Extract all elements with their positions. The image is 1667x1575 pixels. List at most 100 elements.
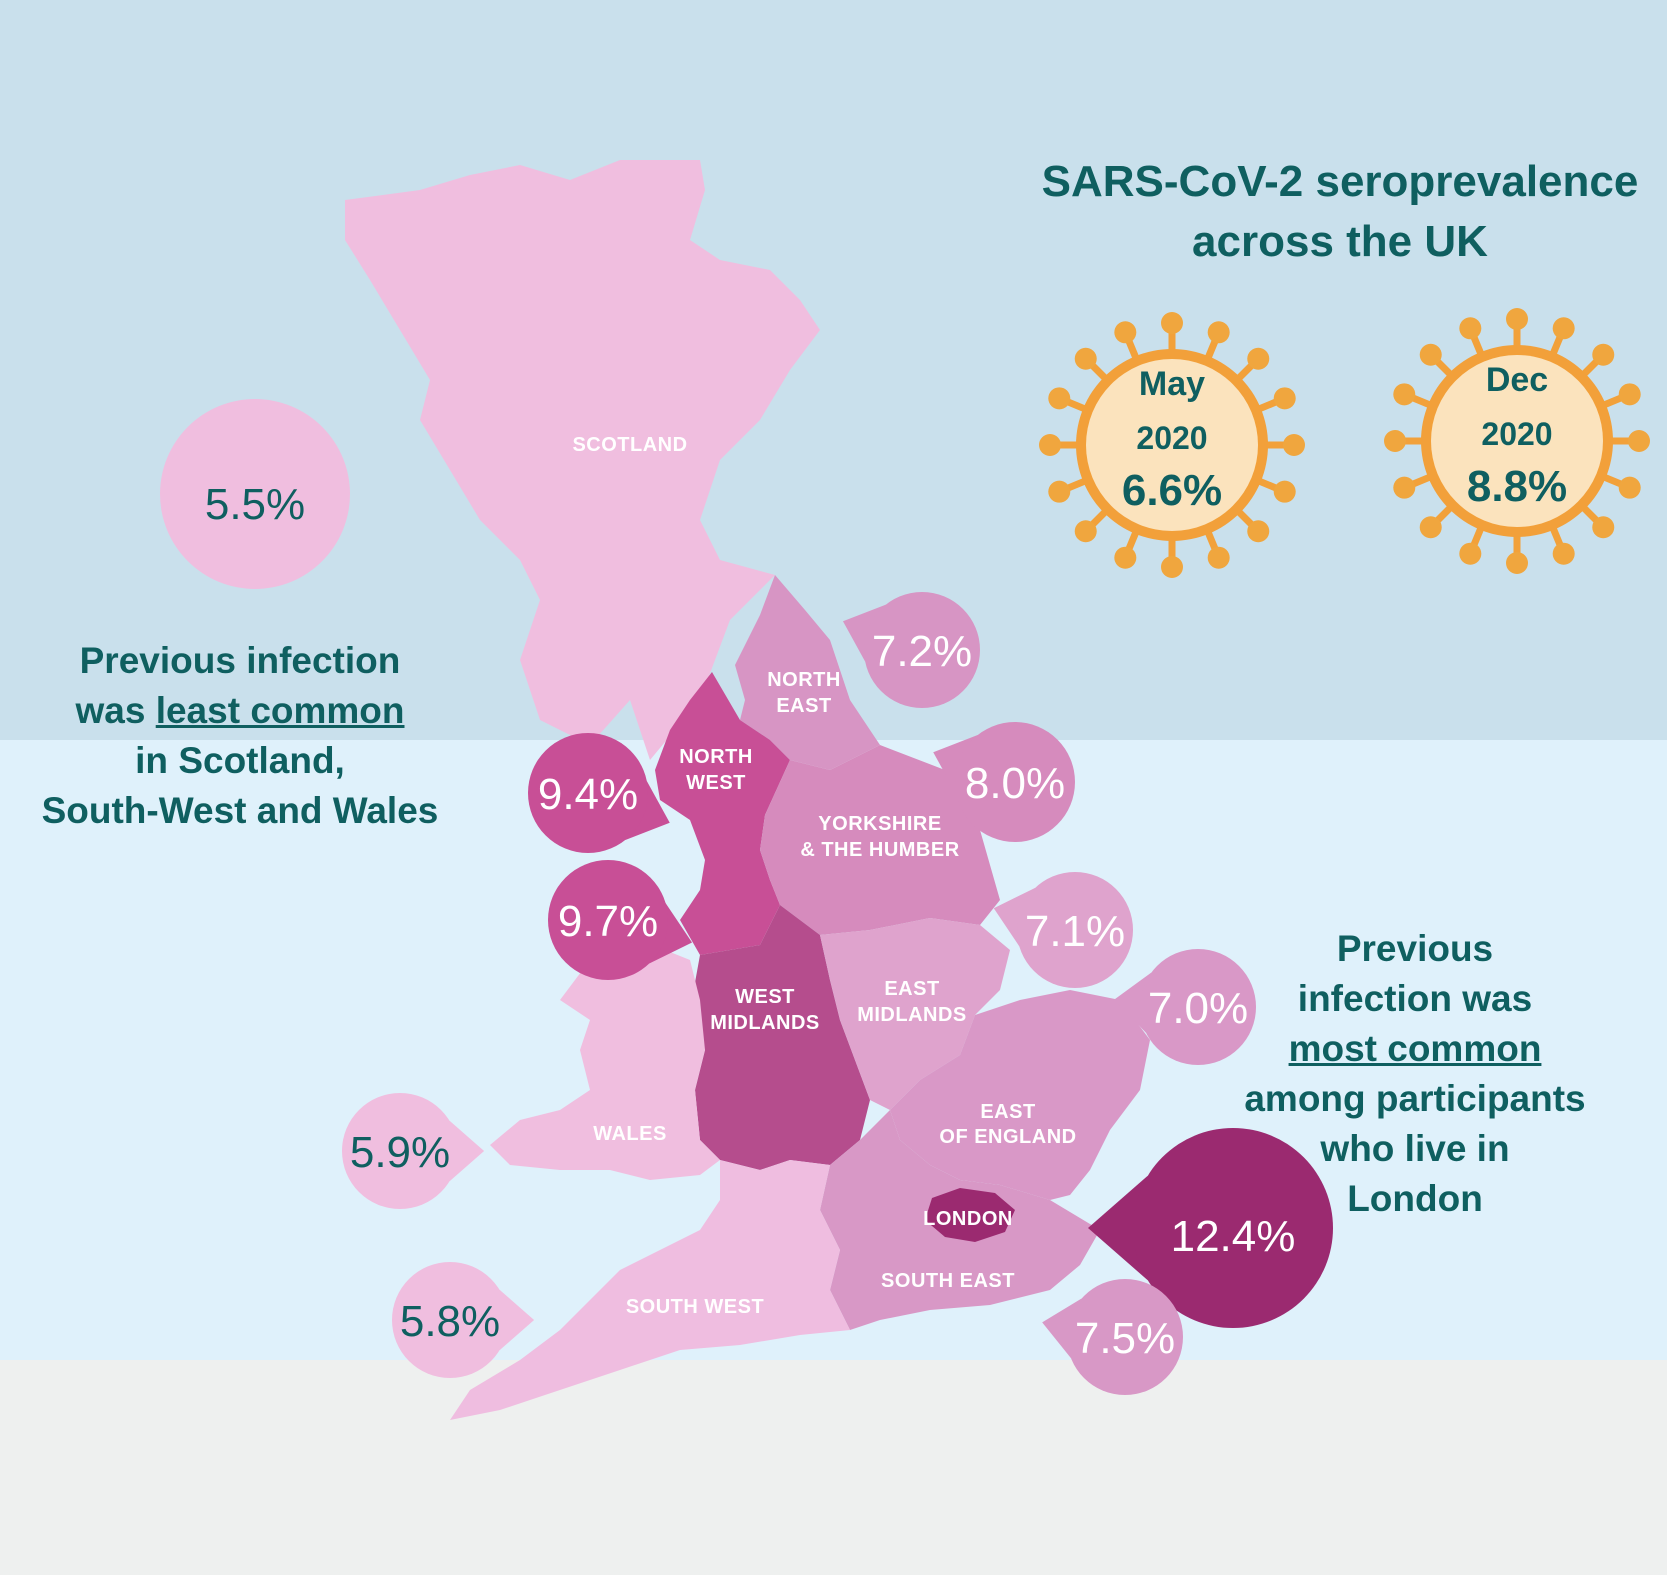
bubble-value: 7.2% <box>872 627 972 676</box>
label-east-of-england-2: OF ENGLAND <box>939 1126 1076 1148</box>
bubble-tail <box>499 1289 535 1351</box>
bubble-circle <box>955 722 1075 842</box>
bubble-north-west: 9.4% <box>528 733 670 853</box>
region-wales[interactable] <box>490 940 720 1180</box>
note-most-line-6: London <box>1347 1178 1483 1219</box>
virus-spike-tip <box>1207 321 1230 344</box>
note-most-line-5: who live in <box>1320 1128 1510 1169</box>
virus-icon-dec: Dec 2020 8.8% <box>1384 308 1650 574</box>
note-most-line-1: Previous <box>1336 928 1494 969</box>
bubble-south-east: 7.5% <box>1042 1279 1183 1395</box>
bubble-circle <box>1133 1128 1333 1328</box>
label-west-midlands-2: MIDLANDS <box>710 1012 820 1034</box>
note-most-emphasis: most common <box>1288 1028 1542 1069</box>
note-least-emphasis: least common <box>155 690 405 731</box>
virus-spike-tip <box>1419 343 1442 366</box>
bubble-circle <box>160 399 350 589</box>
virus-spike-tip <box>1048 387 1071 410</box>
page-title: SARS-CoV-2 seroprevalence across the UK <box>1010 152 1667 272</box>
note-most-common: Previous infection was most common among… <box>1225 924 1605 1224</box>
bubble-circle <box>1017 872 1133 988</box>
label-wales: WALES <box>593 1123 667 1145</box>
note-least-line-2-pre: was <box>75 690 156 731</box>
bubble-east-midlands: 7.1% <box>993 872 1133 988</box>
label-yorkshire-1: YORKSHIRE <box>818 813 941 835</box>
region-scotland[interactable] <box>345 160 820 760</box>
region-east-of-england[interactable] <box>890 990 1150 1200</box>
virus-icon-may: May 2020 6.6% <box>1039 312 1305 578</box>
value-bubbles: 5.5% 7.2% 9.4% 8.0% 9.7% 7.1% 7.0% 5.9% 12.4% 5.8… <box>160 399 1333 1395</box>
virus-spike-tip <box>1459 542 1482 565</box>
bubble-circle <box>392 1262 508 1378</box>
bubble-yorkshire: 8.0% <box>933 722 1075 842</box>
bubble-value: 7.1% <box>1025 907 1125 956</box>
note-least-line-2: was least common <box>20 686 460 736</box>
label-west-midlands-1: WEST <box>735 986 795 1008</box>
virus-year: 2020 <box>1481 416 1552 452</box>
virus-body-inner <box>1086 359 1258 531</box>
virus-spike-tip <box>1114 321 1137 344</box>
virus-spike-tip <box>1628 430 1650 452</box>
label-south-west: SOUTH WEST <box>626 1296 764 1318</box>
virus-spike-tip <box>1273 387 1296 410</box>
virus-month: May <box>1139 365 1205 403</box>
bubble-east-of-england: 7.0% <box>1114 949 1256 1065</box>
virus-spike-tip <box>1459 317 1482 340</box>
bubble-tail <box>1088 1175 1148 1281</box>
bubble-circle <box>548 860 668 980</box>
label-north-west-1: NORTH <box>679 746 753 768</box>
bubble-value: 8.0% <box>965 759 1065 808</box>
label-east-midlands-1: EAST <box>884 978 939 1000</box>
virus-month: Dec <box>1486 361 1548 399</box>
region-yorkshire[interactable] <box>760 745 1000 935</box>
region-west-midlands[interactable] <box>690 905 870 1170</box>
virus-spike-tip <box>1618 476 1641 499</box>
label-scotland: SCOTLAND <box>572 434 687 456</box>
virus-icons: May 2020 6.6% Dec 2020 8.8% <box>1039 308 1650 578</box>
note-most-line-2: infection was <box>1297 978 1533 1019</box>
region-north-east[interactable] <box>735 575 880 770</box>
virus-spike-tip <box>1592 343 1615 366</box>
bubble-value: 5.8% <box>400 1297 500 1346</box>
virus-spike-tip <box>1592 516 1615 539</box>
title-line-1: SARS-CoV-2 seroprevalence <box>1041 157 1639 206</box>
region-south-west[interactable] <box>450 1160 850 1420</box>
virus-spike-tip <box>1273 480 1296 503</box>
bubble-london: 12.4% <box>1088 1128 1333 1328</box>
virus-value: 6.6% <box>1122 466 1222 515</box>
virus-spike-tip <box>1283 434 1305 456</box>
bubble-west-midlands: 9.7% <box>548 860 693 980</box>
region-north-west[interactable] <box>655 672 790 955</box>
bubble-scotland: 5.5% <box>160 399 350 589</box>
bubble-circle <box>528 733 648 853</box>
bubble-tail <box>449 1120 485 1182</box>
bubble-value: 12.4% <box>1171 1212 1296 1261</box>
label-south-east: SOUTH EAST <box>881 1270 1015 1292</box>
bubble-south-west: 5.8% <box>392 1262 535 1378</box>
bubble-north-east: 7.2% <box>842 592 980 708</box>
virus-spike-tip <box>1247 347 1270 370</box>
virus-spike-tip <box>1419 516 1442 539</box>
background-bottom <box>0 1360 1667 1575</box>
virus-value: 8.8% <box>1467 462 1567 511</box>
note-least-line-1: Previous infection <box>79 640 401 681</box>
bubble-circle <box>342 1093 458 1209</box>
virus-spike-tip <box>1506 308 1528 330</box>
virus-spike-tip <box>1393 476 1416 499</box>
bubble-value: 9.4% <box>538 770 638 819</box>
region-east-midlands[interactable] <box>820 918 1010 1110</box>
virus-spike-tip <box>1039 434 1061 456</box>
note-least-line-3: in Scotland, <box>135 740 345 781</box>
bubble-value: 5.9% <box>350 1128 450 1177</box>
bubble-circle <box>864 592 980 708</box>
virus-spike-tip <box>1074 347 1097 370</box>
region-london[interactable] <box>925 1188 1015 1242</box>
bubble-circle <box>1067 1279 1183 1395</box>
bubble-wales: 5.9% <box>342 1093 485 1209</box>
label-north-east-2: EAST <box>776 695 831 717</box>
label-east-midlands-2: MIDLANDS <box>857 1004 967 1026</box>
virus-spike-tip <box>1048 480 1071 503</box>
virus-spike-tip <box>1161 312 1183 334</box>
virus-spike-tip <box>1074 520 1097 543</box>
note-least-line-4: South-West and Wales <box>41 790 439 831</box>
